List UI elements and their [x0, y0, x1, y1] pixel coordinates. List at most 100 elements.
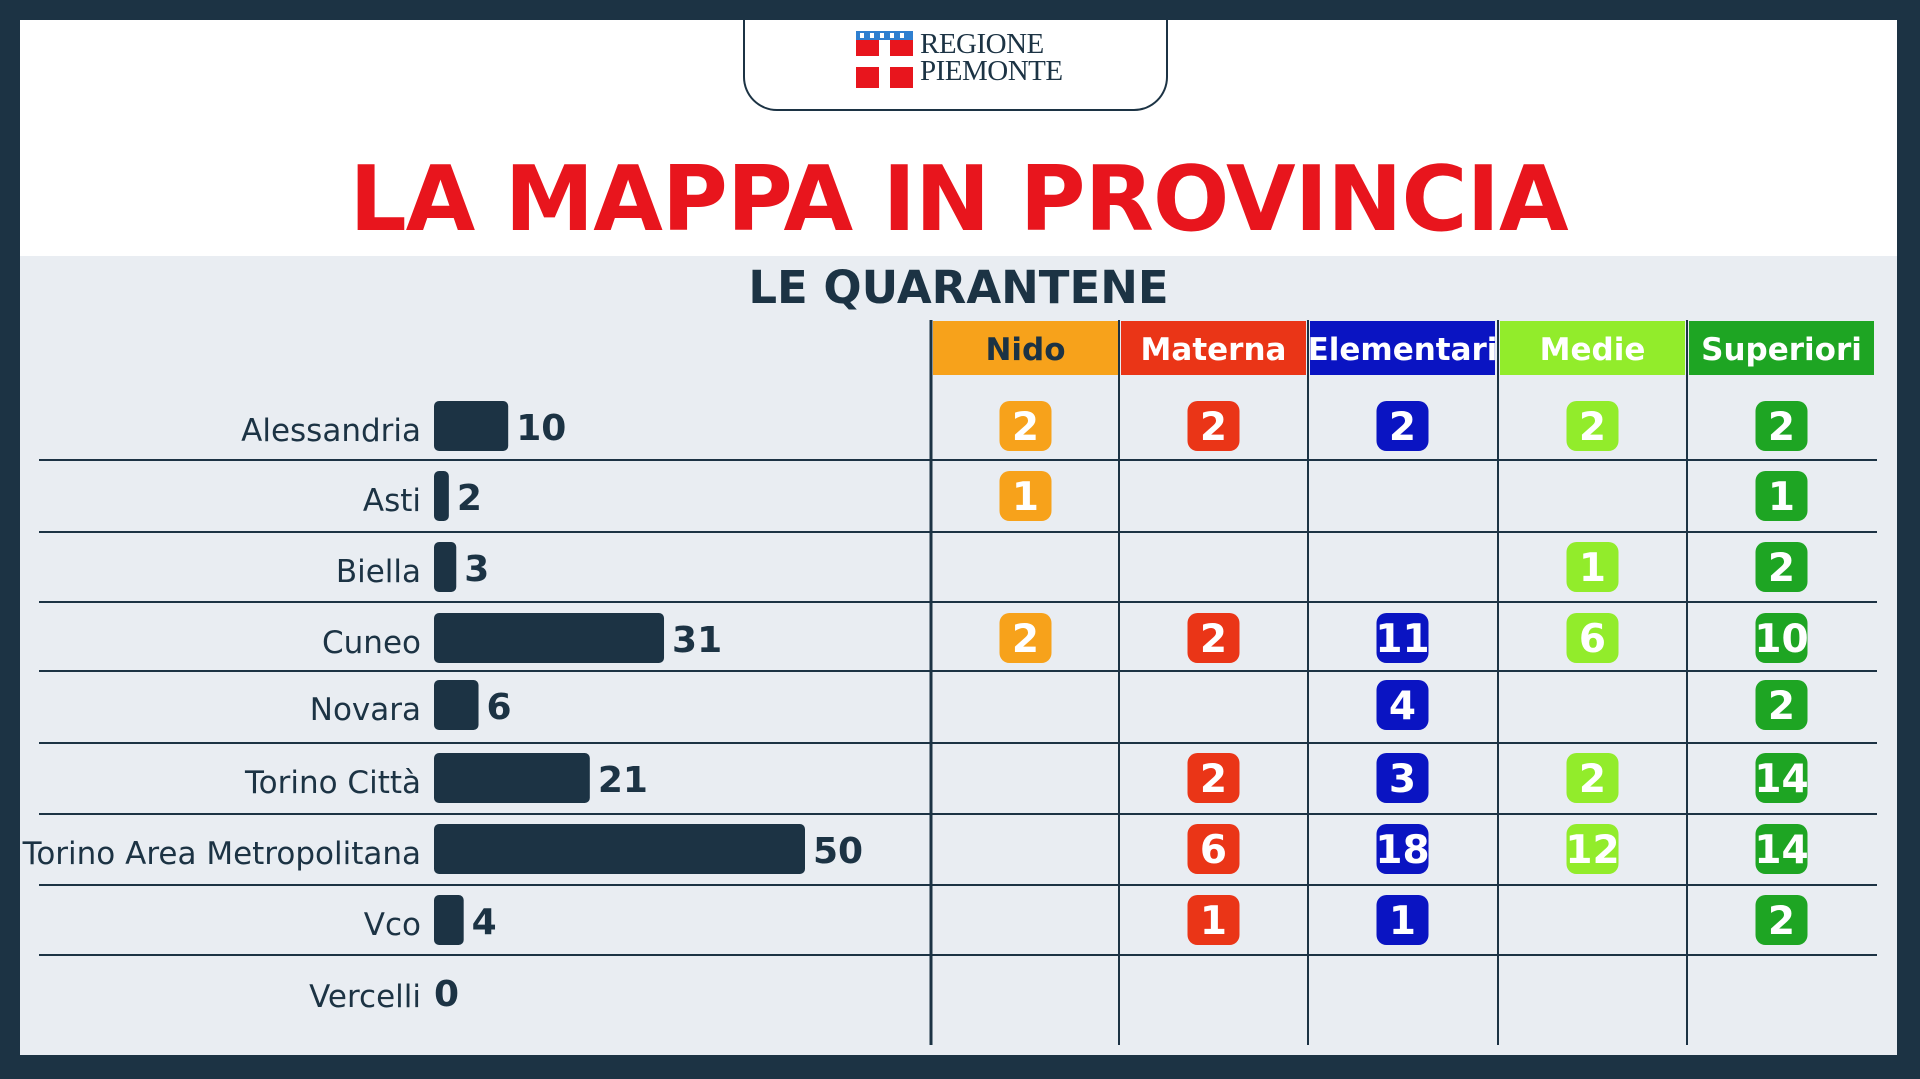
badge-value: 6 [1200, 828, 1227, 873]
column-header: Materna [1121, 321, 1306, 375]
column-header-fill [1500, 321, 1685, 375]
quarantine-bar [434, 471, 449, 521]
badge-value: 1 [1579, 546, 1606, 591]
badge-fill [1376, 401, 1429, 451]
province-label: Vco [364, 907, 421, 943]
badge-value: 2 [1768, 405, 1795, 450]
badge-value: 2 [1389, 405, 1416, 450]
page-title: LA MAPPA IN PROVINCIA [349, 147, 1568, 252]
badge-fill [1566, 542, 1619, 592]
quarantine-bar [434, 680, 479, 730]
badge-fill [1566, 401, 1619, 451]
badge-value: 2 [1012, 617, 1039, 662]
badge-fill [1566, 753, 1619, 803]
province-label: Biella [336, 554, 421, 590]
column-header: Elementari [1308, 321, 1497, 375]
logo-tab: REGIONE PIEMONTE [743, 20, 1168, 111]
badge-fill [1755, 401, 1808, 451]
table-cell-badge: 1 [999, 471, 1052, 521]
badge-value: 2 [1012, 405, 1039, 450]
badge-value: 1 [1012, 475, 1039, 520]
badge-fill [1755, 895, 1808, 945]
badge-value: 3 [1389, 757, 1416, 802]
table-cell-badge: 4 [1376, 680, 1429, 730]
badge-fill [999, 401, 1052, 451]
badge-fill [1376, 613, 1429, 663]
province-label: Cuneo [322, 625, 421, 661]
table-cell-badge: 2 [999, 613, 1052, 663]
table-cell-badge: 2 [1755, 542, 1808, 592]
column-header-label: Nido [985, 332, 1065, 368]
table-cell-badge: 14 [1754, 753, 1809, 803]
table-cell-badge: 2 [1755, 401, 1808, 451]
column-header: Nido [933, 321, 1118, 375]
table-cell-badge: 11 [1375, 613, 1430, 663]
province-row: Biella 3 [336, 542, 489, 592]
province-label: Novara [310, 692, 421, 728]
badge-value: 2 [1200, 405, 1227, 450]
table-cell-badge: 2 [1376, 401, 1429, 451]
badge-fill [1376, 824, 1429, 874]
badge-value: 1 [1389, 899, 1416, 944]
province-label: Asti [363, 483, 421, 519]
piedmont-shield-emblem-icon [856, 31, 913, 88]
bar-value-label: 0 [434, 974, 459, 1015]
bar-value-label: 31 [672, 620, 722, 661]
column-header: Medie [1500, 321, 1685, 375]
table-cell-badge: 12 [1565, 824, 1620, 874]
badge-value: 1 [1200, 899, 1227, 944]
column-header-fill [933, 321, 1118, 375]
badge-fill [1755, 824, 1808, 874]
bar-value-label: 6 [487, 687, 512, 728]
province-row: Torino Area Metropolitana 50 [22, 824, 863, 874]
badge-value: 2 [1768, 684, 1795, 729]
badge-value: 2 [1768, 899, 1795, 944]
badge-fill [1376, 895, 1429, 945]
badge-value: 4 [1389, 684, 1416, 729]
table-cell-badge: 2 [1566, 753, 1619, 803]
province-row: Cuneo 31 [322, 613, 722, 663]
badge-fill [1187, 401, 1240, 451]
badge-value: 14 [1754, 828, 1808, 873]
table-cell-badge: 3 [1376, 753, 1429, 803]
quarantine-bar [434, 401, 509, 451]
table-cell-badge: 2 [1187, 753, 1240, 803]
column-header-label: Materna [1141, 332, 1287, 368]
table-cell-badge: 6 [1187, 824, 1240, 874]
logo-line-1: REGIONE [920, 28, 1044, 60]
province-row: Alessandria 10 [241, 401, 566, 451]
infographic-card: REGIONE PIEMONTE LA MAPPA IN PROVINCIA L… [20, 20, 1897, 1055]
logo-wordmark: REGIONE PIEMONTE [920, 28, 1063, 86]
badge-fill [1755, 471, 1808, 521]
badge-value: 10 [1754, 617, 1808, 662]
province-row: Novara 6 [310, 680, 512, 730]
quarantine-bar [434, 895, 464, 945]
table-cell-badge: 14 [1754, 824, 1809, 874]
badge-fill [999, 471, 1052, 521]
column-header-fill [1689, 321, 1874, 375]
badge-fill [1755, 613, 1808, 663]
table-cell-badge: 18 [1375, 824, 1430, 874]
badge-fill [1566, 613, 1619, 663]
badge-fill [1755, 753, 1808, 803]
badge-value: 2 [1200, 617, 1227, 662]
badge-value: 2 [1200, 757, 1227, 802]
badge-value: 18 [1375, 828, 1429, 873]
badge-value: 2 [1579, 757, 1606, 802]
quarantine-bar [434, 542, 457, 592]
table-cell-badge: 2 [1755, 680, 1808, 730]
badge-fill [1755, 542, 1808, 592]
table-cell-badge: 2 [999, 401, 1052, 451]
badge-value: 11 [1375, 617, 1429, 662]
bar-value-label: 4 [472, 902, 497, 943]
badge-fill [1755, 680, 1808, 730]
province-label: Vercelli [309, 979, 421, 1015]
province-row: Vco 4 [364, 895, 497, 945]
bar-value-label: 10 [516, 408, 566, 449]
bar-value-label: 3 [464, 549, 489, 590]
table-cell-badge: 10 [1754, 613, 1809, 663]
column-header: Superiori [1689, 321, 1874, 375]
quarantine-bar [434, 824, 805, 874]
badge-fill [1187, 895, 1240, 945]
column-header-label: Superiori [1701, 332, 1862, 368]
